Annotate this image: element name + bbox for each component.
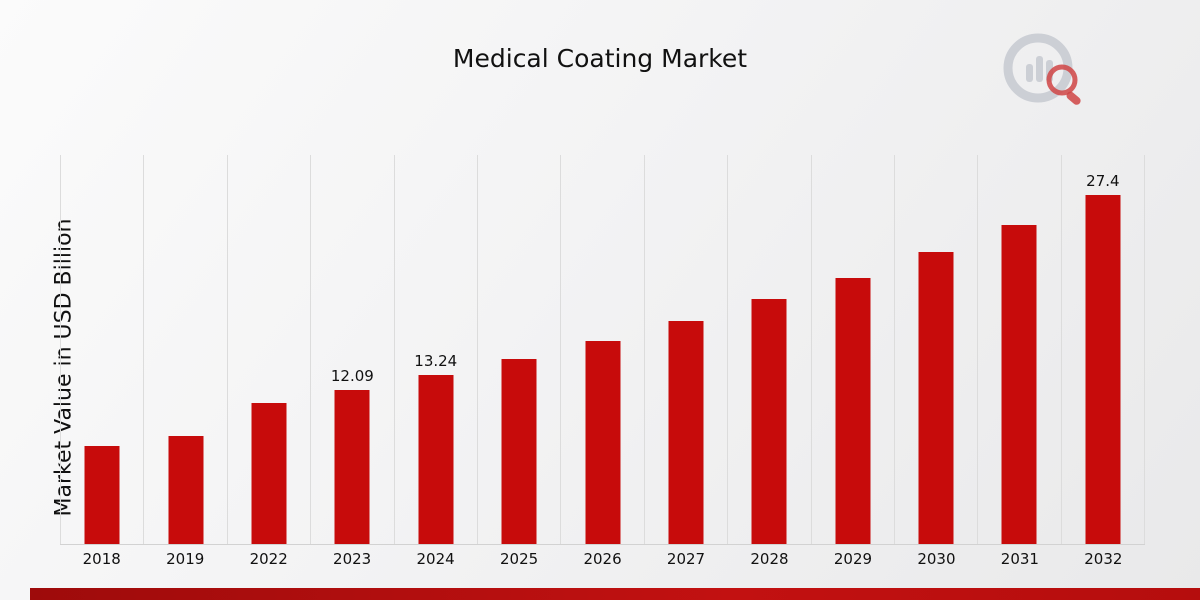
x-tick-2023: 2023 — [333, 550, 372, 568]
gridline-cell — [810, 155, 894, 544]
chart-title: Medical Coating Market — [452, 44, 748, 73]
x-tick-2024: 2024 — [416, 550, 455, 568]
x-tick-2022: 2022 — [249, 550, 288, 568]
bar-2018 — [84, 446, 120, 544]
bar-2032 — [1085, 195, 1121, 544]
bar-2027 — [668, 321, 704, 544]
bar-2019 — [168, 436, 204, 544]
x-tick-2027: 2027 — [666, 550, 706, 568]
x-axis-tick-labels: 2018 2019 2022 2023 2024 2025 2026 2027 2028 2029… — [60, 550, 1145, 568]
gridline-cell — [143, 155, 226, 544]
bar-2022 — [251, 403, 287, 544]
x-tick-2019: 2019 — [166, 550, 205, 568]
x-tick-2030: 2030 — [917, 550, 956, 568]
gridline-cell: 13.24 — [393, 155, 477, 544]
x-tick-2028: 2028 — [750, 550, 789, 568]
gridline-cell — [977, 155, 1060, 544]
bar-2026 — [585, 341, 621, 544]
x-tick-2018: 2018 — [82, 550, 121, 568]
gridline-cell — [727, 155, 810, 544]
gridline-cell — [643, 155, 727, 544]
gridline-cell — [893, 155, 977, 544]
bar-value-label-2032: 27.4 — [1086, 172, 1120, 190]
bar-2025 — [501, 359, 537, 544]
gridline-cell — [476, 155, 560, 544]
footer-accent-bar — [30, 588, 1200, 600]
bar-2028 — [751, 299, 787, 544]
bar-value-label-2023: 12.09 — [330, 367, 374, 385]
bar-2029 — [835, 278, 871, 544]
bar-2024 — [418, 375, 454, 544]
bar-2030 — [918, 252, 954, 544]
gridline-cell: 27.4 — [1060, 155, 1146, 544]
x-tick-2026: 2026 — [583, 550, 622, 568]
plot-area: 12.09 13.24 27.4 — [60, 155, 1146, 545]
gridline-cell: 12.09 — [310, 155, 393, 544]
bar-2023 — [334, 390, 370, 544]
gridline-cell — [560, 155, 643, 544]
x-tick-2029: 2029 — [833, 550, 873, 568]
x-tick-2025: 2025 — [499, 550, 539, 568]
bar-value-label-2024: 13.24 — [414, 352, 458, 370]
bar-2031 — [1001, 225, 1037, 544]
gridline-cell — [60, 155, 143, 544]
gridline-cell — [226, 155, 310, 544]
x-tick-2031: 2031 — [1000, 550, 1039, 568]
bar-chart-magnifier-logo — [1003, 33, 1081, 105]
x-tick-2032: 2032 — [1084, 550, 1123, 568]
